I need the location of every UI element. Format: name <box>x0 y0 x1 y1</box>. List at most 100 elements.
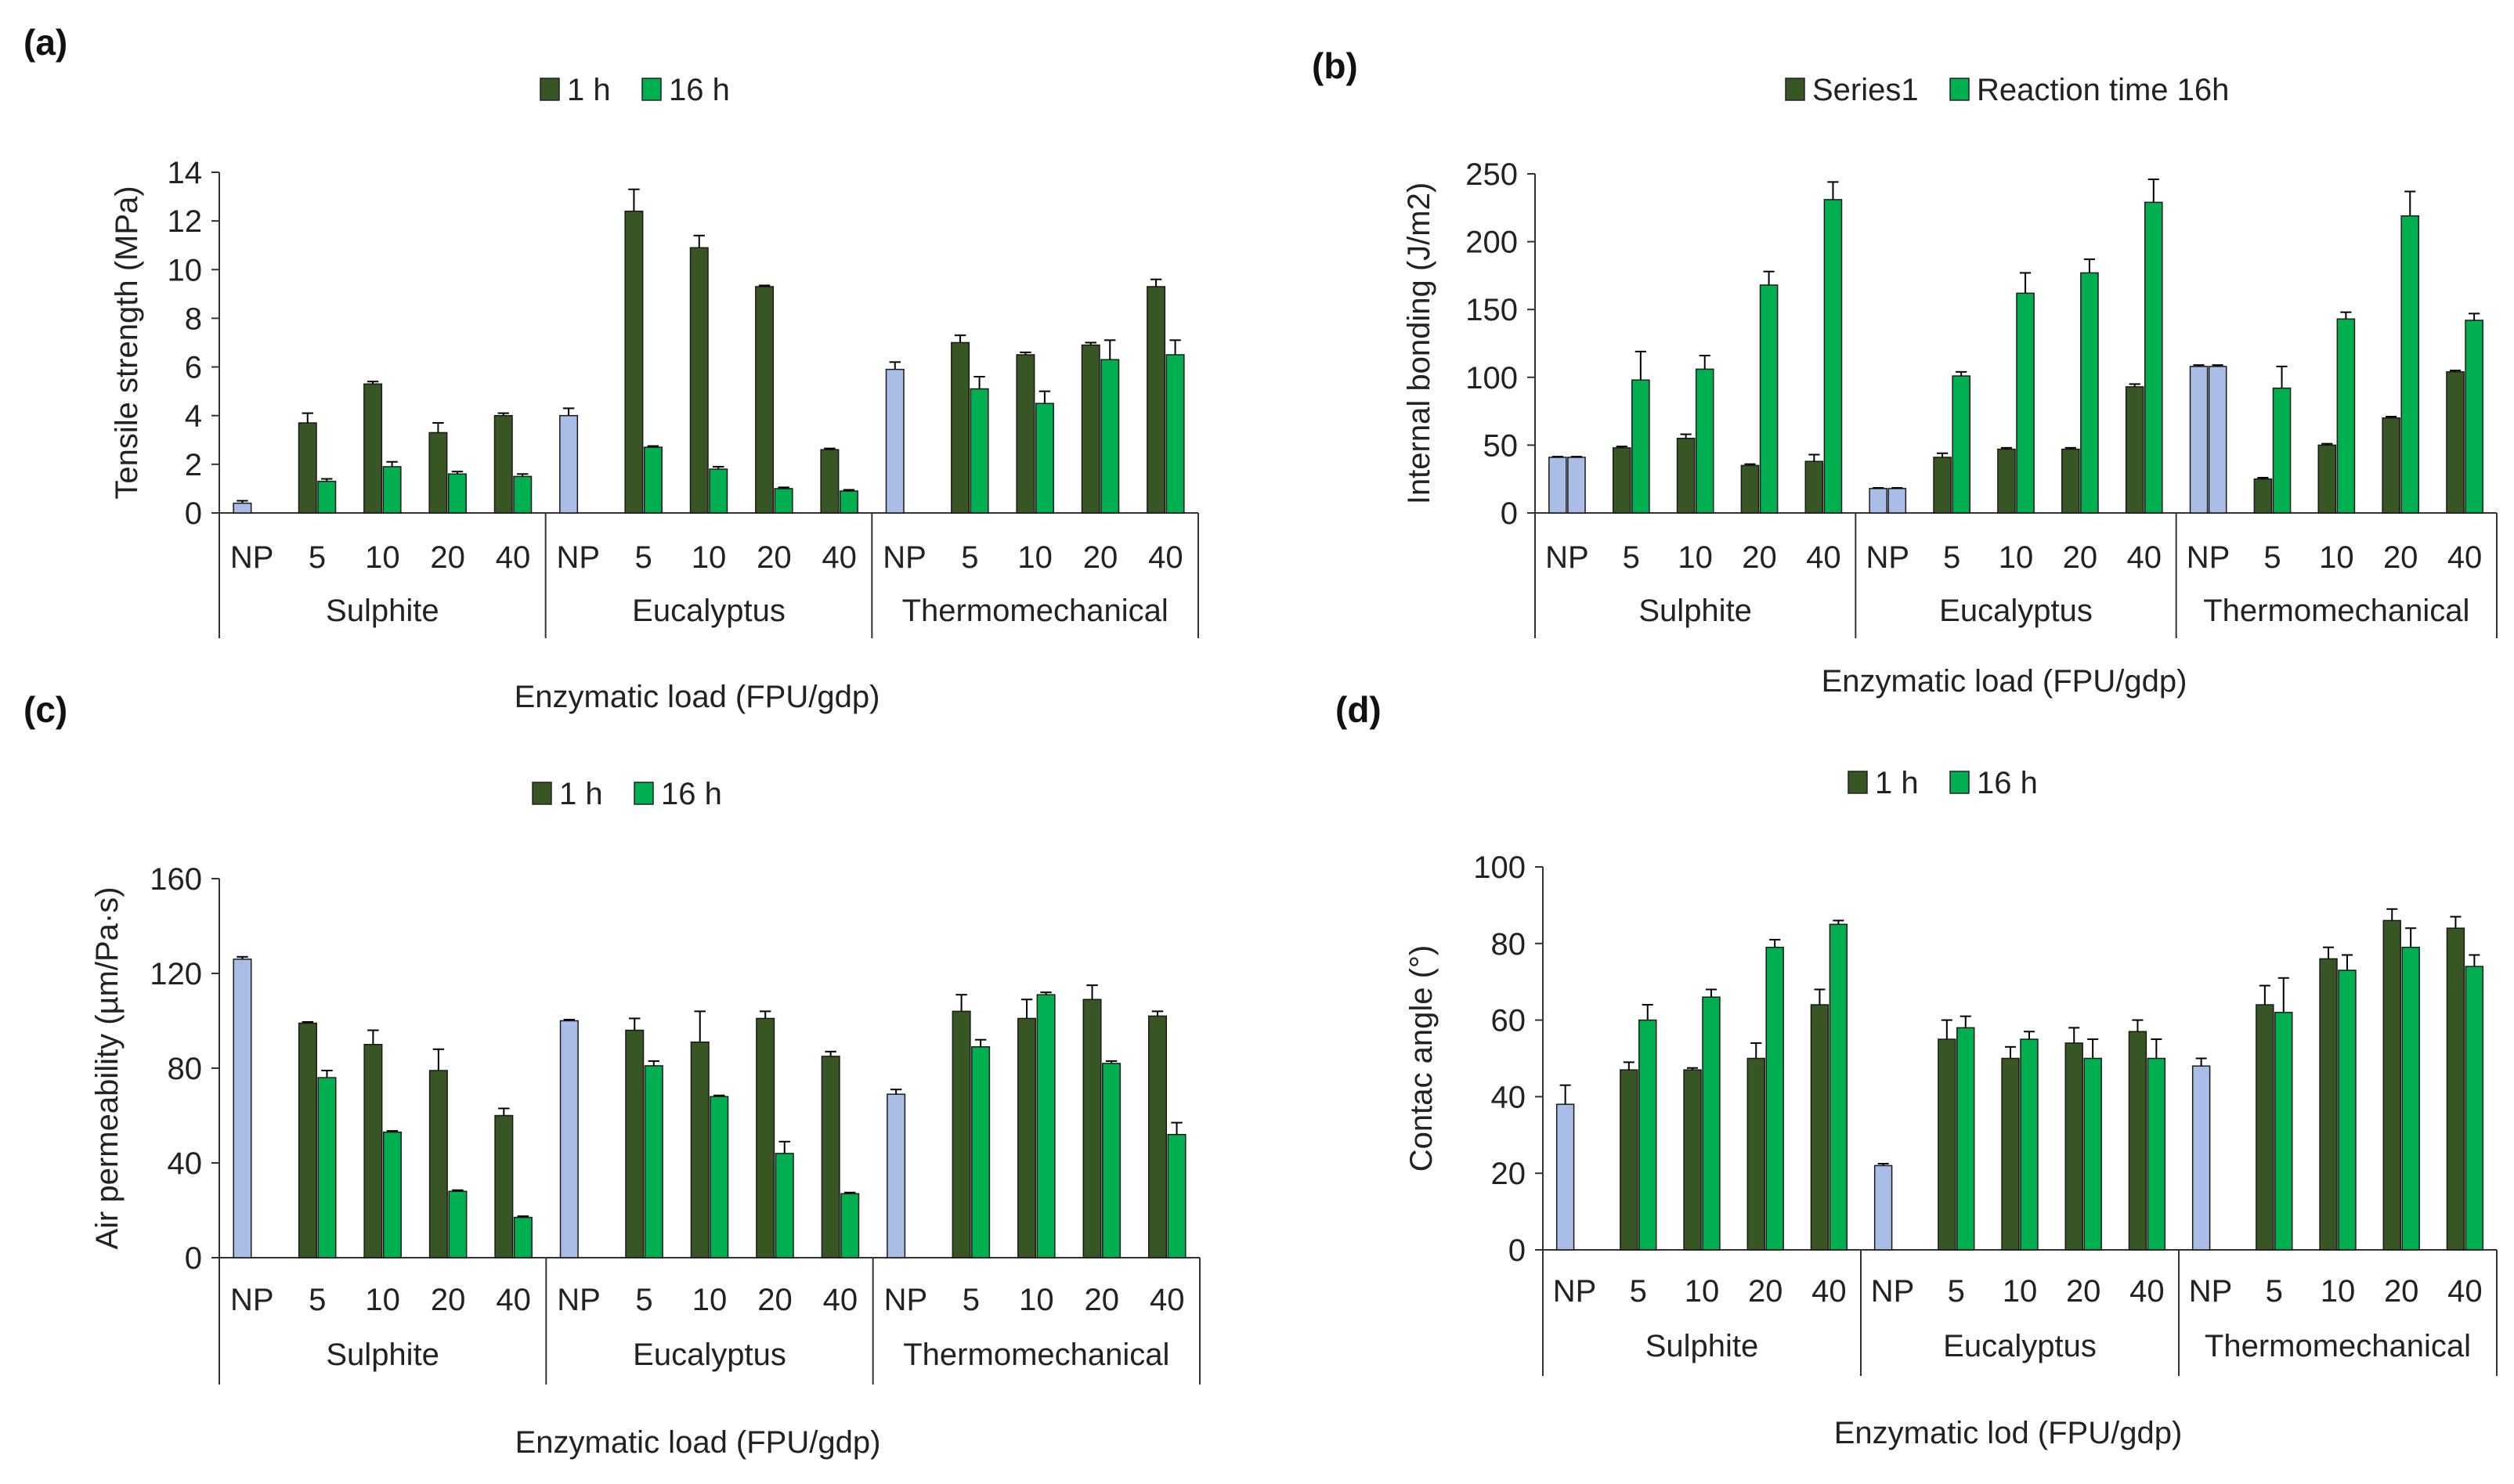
legend-swatch-1 <box>540 78 560 101</box>
bar-1h <box>755 286 775 514</box>
bar-16h <box>970 388 989 514</box>
bar-1h <box>1746 1057 1765 1251</box>
legend-swatch-1 <box>532 782 552 805</box>
bar-1h <box>820 449 840 514</box>
legend: 1 h 16 h <box>1848 766 2038 800</box>
bar-1h <box>2128 1031 2147 1251</box>
x-tick-label: 40 <box>496 1283 531 1317</box>
x-tick-label: NP <box>1871 1274 1915 1309</box>
chart-panel-1: (a) 1 h 16 h 0 2 4 6 8 10 12 14 Tensile strength (M… <box>23 22 1199 714</box>
bar-1h <box>2253 478 2273 514</box>
legend-entry-2: 16 h <box>661 777 722 811</box>
bar-16h <box>317 1077 337 1258</box>
bar-np <box>559 414 579 514</box>
bar-16h <box>382 1131 402 1258</box>
bar-np <box>887 1093 906 1258</box>
bar-16h <box>2144 201 2163 514</box>
bar-16h <box>1035 403 1054 514</box>
y-axis-title: Contac angle (°) <box>1404 945 1439 1172</box>
bar-1h <box>1683 1069 1702 1251</box>
bar-16h <box>2465 320 2483 514</box>
bar-1h <box>1147 286 1166 514</box>
x-tick-label: 5 <box>963 1283 980 1317</box>
bar-1h <box>625 1029 645 1258</box>
bar-16h <box>839 490 858 514</box>
x-tick-label: 40 <box>2447 1274 2483 1309</box>
legend-swatch-2 <box>1949 78 1970 101</box>
group-label: Thermomechanical <box>903 1338 1169 1372</box>
x-tick-label: 10 <box>365 1283 400 1317</box>
x-tick-label: 10 <box>2321 1274 2356 1309</box>
group-label: Thermomechanical <box>902 594 1169 628</box>
bar-16h <box>2016 292 2035 514</box>
y-tick-label: 20 <box>1491 1157 1526 1191</box>
bar-1h <box>298 422 317 514</box>
bar-16h <box>1638 1019 1657 1251</box>
legend-entry-2: 16 h <box>1977 766 2038 800</box>
x-tick-label: 5 <box>961 540 978 575</box>
bar-16h <box>2020 1038 2039 1251</box>
y-tick-label: 0 <box>1508 1233 1526 1268</box>
x-tick-label: 20 <box>1085 1283 1120 1317</box>
x-tick-label: 10 <box>692 1283 728 1317</box>
y-axis-title: Air permeability (µm/Pa·s) <box>90 886 125 1249</box>
bar-1h <box>1676 437 1696 514</box>
bar-1h <box>428 431 448 514</box>
bar-1h <box>2256 1004 2274 1251</box>
bar-16h <box>1167 1133 1187 1258</box>
bar-1h <box>1804 460 1824 514</box>
bar-np <box>233 959 252 1258</box>
bar-1h <box>1081 344 1100 514</box>
bar-np <box>1548 457 1567 514</box>
chart-panel-2: (b) Series1 Reaction time 16h 0 50 100 150 200 2… <box>1312 45 2498 699</box>
legend-swatch-1 <box>1848 771 1868 794</box>
bar-1h <box>2001 1057 2020 1251</box>
x-tick-label: 20 <box>2384 1274 2419 1309</box>
bar-16h <box>2083 1057 2102 1251</box>
y-tick-label: 40 <box>168 1146 203 1181</box>
bar-16h <box>2336 318 2356 514</box>
bar-16h <box>317 480 337 514</box>
bar-np-2 <box>1567 457 1586 514</box>
bar-16h <box>1100 359 1120 514</box>
legend-entry-2: 16 h <box>669 73 730 107</box>
bar-16h <box>2147 1057 2166 1251</box>
bar-16h <box>971 1046 991 1258</box>
x-tick-label: 5 <box>635 1283 652 1317</box>
y-tick-label: 160 <box>150 862 202 897</box>
x-tick-label: 10 <box>1019 1283 1054 1317</box>
x-tick-label: NP <box>884 1283 928 1317</box>
bar-16h <box>447 473 467 514</box>
bar-1h <box>1933 457 1952 514</box>
bar-np <box>233 502 252 514</box>
x-tick-label: 20 <box>430 540 465 575</box>
y-tick-label: 0 <box>185 1241 202 1276</box>
bar-1h <box>952 1010 971 1258</box>
legend: 1 h 16 h <box>540 73 730 107</box>
bar-16h <box>1823 199 1843 514</box>
x-tick-label: NP <box>1866 540 1909 575</box>
bar-np <box>1869 488 1888 514</box>
bar-1h <box>493 414 513 514</box>
legend: 1 h 16 h <box>532 777 722 811</box>
group-label: Thermomechanical <box>2203 594 2469 628</box>
y-tick-label: 14 <box>168 156 203 190</box>
legend-entry-1: Series1 <box>1812 73 1919 107</box>
panel-label: (d) <box>1335 689 1382 730</box>
x-tick-label: 10 <box>692 540 727 575</box>
x-axis-title: Enzymatic load (FPU/gdp) <box>515 1425 881 1460</box>
chart-panel-4: (d) 1 h 16 h 0 20 40 60 80 100 Contac angle (°) NP… <box>1335 689 2498 1450</box>
y-axis-title: Internal bonding (J/m2) <box>1402 182 1436 504</box>
group-label: Eucalyptus <box>633 1338 786 1372</box>
bar-16h <box>2401 946 2420 1251</box>
x-tick-label: 10 <box>1678 540 1713 575</box>
bar-16h <box>2274 1012 2293 1251</box>
y-tick-label: 80 <box>168 1052 203 1086</box>
legend: Series1 Reaction time 16h <box>1785 73 2229 107</box>
bar-1h <box>624 210 644 514</box>
legend-swatch-2 <box>634 782 654 805</box>
bar-1h <box>1997 448 2016 514</box>
x-tick-label: 10 <box>365 540 400 575</box>
bar-16h <box>2338 969 2357 1251</box>
bar-16h <box>382 466 402 514</box>
